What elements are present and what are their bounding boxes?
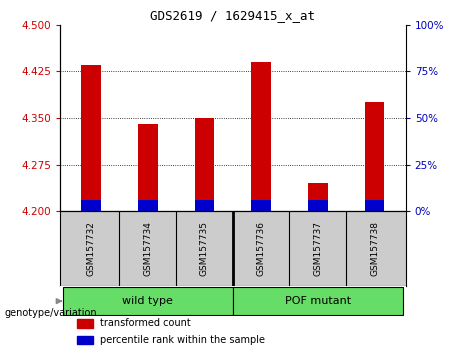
Text: GSM157738: GSM157738 [370,221,379,276]
Bar [251,200,271,211]
Text: GSM157736: GSM157736 [257,221,266,276]
Text: GSM157734: GSM157734 [143,221,152,276]
Text: genotype/variation: genotype/variation [5,308,97,318]
Bar [308,200,328,211]
Text: GSM157737: GSM157737 [313,221,322,276]
Bar [365,200,384,211]
Title: GDS2619 / 1629415_x_at: GDS2619 / 1629415_x_at [150,9,315,22]
Bar [365,103,384,211]
Text: wild type: wild type [122,296,173,306]
Bar [233,287,403,315]
Text: GSM157735: GSM157735 [200,221,209,276]
Bar [138,124,158,211]
Text: GSM157732: GSM157732 [87,221,95,276]
Bar [251,62,271,211]
Bar [77,319,93,328]
Bar [81,65,101,211]
Text: transformed count: transformed count [100,318,190,329]
Bar [81,200,101,211]
Bar [195,118,214,211]
Bar [138,200,158,211]
Text: percentile rank within the sample: percentile rank within the sample [100,335,265,345]
Bar [77,336,93,344]
Bar [308,183,328,211]
Bar [195,200,214,211]
Bar [63,287,233,315]
Text: POF mutant: POF mutant [285,296,351,306]
